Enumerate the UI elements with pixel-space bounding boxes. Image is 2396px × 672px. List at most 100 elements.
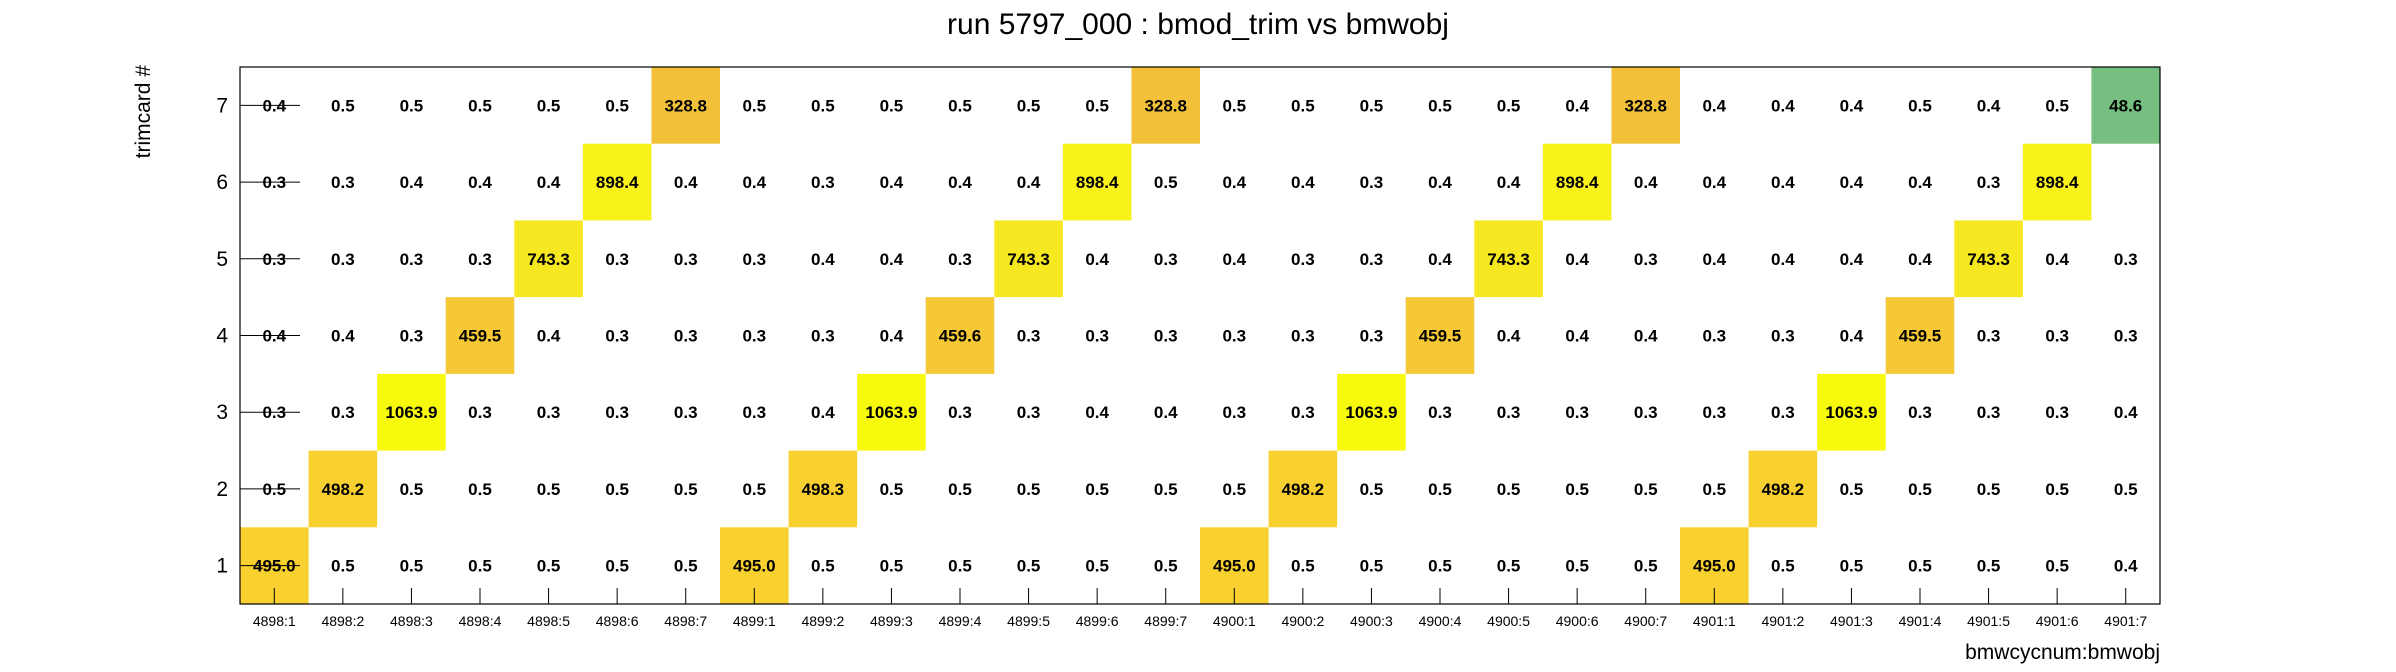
cell-value-label: 1063.9 bbox=[1825, 403, 1877, 422]
cell-value-label: 0.5 bbox=[1908, 96, 1932, 115]
cell-value-label: 0.4 bbox=[1908, 173, 1932, 192]
cell-value-label: 328.8 bbox=[1144, 96, 1187, 115]
cell-value-label: 0.4 bbox=[1771, 250, 1795, 269]
y-axis-label: trimcard # bbox=[132, 65, 155, 159]
cell-value-label: 743.3 bbox=[527, 250, 570, 269]
cell-value-label: 0.3 bbox=[674, 403, 698, 422]
cell-labels: 495.0 0.5 0.5 0.5 0.5 0.5 0.5 495.0 0.5 0.5 0.5 0.5… bbox=[253, 96, 2142, 575]
y-tick-label: 3 bbox=[216, 401, 228, 424]
cell-value-label: 0.3 bbox=[400, 327, 424, 346]
cell-value-label: 0.3 bbox=[811, 327, 835, 346]
cell-value-label: 0.3 bbox=[1977, 403, 2001, 422]
cell-value-label: 0.5 bbox=[331, 96, 355, 115]
cell-value-label: 0.4 bbox=[1085, 250, 1109, 269]
cell-value-label: 0.4 bbox=[1222, 173, 1246, 192]
cell-value-label: 0.5 bbox=[1428, 480, 1452, 499]
cell-value-label: 0.5 bbox=[1908, 557, 1932, 576]
cell-value-label: 0.5 bbox=[537, 96, 561, 115]
cell-value-label: 498.3 bbox=[802, 480, 845, 499]
cell-value-label: 0.4 bbox=[880, 250, 904, 269]
cell-value-label: 459.6 bbox=[939, 327, 982, 346]
x-tick-label: 4901:4 bbox=[1899, 613, 1942, 629]
cell-value-label: 0.5 bbox=[1977, 480, 2001, 499]
cell-value-label: 0.4 bbox=[1565, 327, 1589, 346]
cell-value-label: 0.4 bbox=[1085, 403, 1109, 422]
cell-value-label: 0.5 bbox=[1840, 480, 1864, 499]
heatmap-cell bbox=[2091, 67, 2160, 144]
heatmap-cells bbox=[240, 67, 2160, 604]
x-tick-label: 4899:7 bbox=[1144, 613, 1187, 629]
cell-value-label: 0.5 bbox=[1154, 480, 1178, 499]
cell-value-label: 0.3 bbox=[1360, 327, 1384, 346]
cell-value-label: 0.4 bbox=[811, 403, 835, 422]
y-tick-label: 6 bbox=[216, 171, 228, 194]
cell-value-label: 0.5 bbox=[1085, 96, 1109, 115]
cell-value-label: 0.4 bbox=[1771, 96, 1795, 115]
heatmap-cell bbox=[1405, 297, 1475, 374]
heatmap-cell bbox=[994, 220, 1063, 298]
heatmap-cell bbox=[651, 67, 720, 144]
x-tick-label: 4899:5 bbox=[1007, 613, 1050, 629]
x-tick-label: 4898:1 bbox=[253, 613, 296, 629]
cell-value-label: 0.5 bbox=[2114, 480, 2138, 499]
heatmap-cell bbox=[1611, 67, 1680, 144]
cell-value-label: 0.5 bbox=[1565, 557, 1589, 576]
cell-value-label: 0.5 bbox=[1565, 480, 1589, 499]
cell-value-label: 0.4 bbox=[1565, 250, 1589, 269]
x-tick-label: 4901:5 bbox=[1967, 613, 2010, 629]
cell-value-label: 498.2 bbox=[1762, 480, 1805, 499]
cell-value-label: 495.0 bbox=[733, 557, 776, 576]
cell-value-label: 0.3 bbox=[742, 250, 766, 269]
cell-value-label: 498.2 bbox=[322, 480, 365, 499]
x-tick-label: 4898:7 bbox=[664, 613, 707, 629]
cell-value-label: 0.5 bbox=[811, 557, 835, 576]
cell-value-label: 0.3 bbox=[1702, 327, 1726, 346]
heatmap-cell bbox=[1817, 373, 1886, 451]
heatmap-cell bbox=[445, 297, 515, 374]
cell-value-label: 0.5 bbox=[1908, 480, 1932, 499]
cell-value-label: 0.5 bbox=[1017, 557, 1041, 576]
cell-value-label: 0.3 bbox=[1360, 173, 1384, 192]
x-tick-label: 4900:5 bbox=[1487, 613, 1530, 629]
cell-value-label: 0.5 bbox=[1428, 557, 1452, 576]
cell-value-label: 0.3 bbox=[1017, 327, 1041, 346]
cell-value-label: 0.3 bbox=[605, 403, 629, 422]
cell-value-label: 0.4 bbox=[674, 173, 698, 192]
cell-value-label: 0.4 bbox=[880, 327, 904, 346]
x-tick-label: 4898:3 bbox=[390, 613, 433, 629]
cell-value-label: 0.3 bbox=[742, 327, 766, 346]
cell-value-label: 0.5 bbox=[1017, 480, 1041, 499]
cell-value-label: 0.4 bbox=[1840, 96, 1864, 115]
plot-frame bbox=[239, 66, 2161, 605]
cell-value-label: 0.5 bbox=[537, 557, 561, 576]
cell-value-label: 328.8 bbox=[1624, 96, 1667, 115]
cell-value-label: 0.3 bbox=[2114, 327, 2138, 346]
y-tick-label: 2 bbox=[216, 478, 228, 501]
cell-value-label: 1063.9 bbox=[385, 403, 437, 422]
cell-value-label: 0.5 bbox=[2045, 480, 2069, 499]
cell-value-label: 0.4 bbox=[1702, 173, 1726, 192]
cell-value-label: 0.4 bbox=[1634, 173, 1658, 192]
cell-value-label: 0.4 bbox=[1702, 96, 1726, 115]
cell-value-label: 0.5 bbox=[1360, 480, 1384, 499]
cell-value-label: 0.3 bbox=[537, 403, 561, 422]
heatmap-cell bbox=[1337, 373, 1406, 451]
cell-value-label: 0.5 bbox=[1154, 173, 1178, 192]
cell-value-label: 0.3 bbox=[1428, 403, 1452, 422]
x-axis-label: bmwcycnum:bmwobj bbox=[1965, 641, 2160, 664]
cell-value-label: 495.0 bbox=[1213, 557, 1256, 576]
x-tick-label: 4901:1 bbox=[1693, 613, 1736, 629]
x-tick-label: 4898:4 bbox=[459, 613, 502, 629]
x-tick-label: 4899:2 bbox=[801, 613, 844, 629]
cell-value-label: 0.5 bbox=[1085, 557, 1109, 576]
cell-value-label: 0.4 bbox=[1428, 250, 1452, 269]
heatmap-cell bbox=[2022, 143, 2092, 221]
cell-value-label: 0.3 bbox=[331, 250, 355, 269]
cell-value-label: 0.5 bbox=[1977, 557, 2001, 576]
cell-value-label: 0.3 bbox=[1977, 173, 2001, 192]
cell-value-label: 0.4 bbox=[331, 327, 355, 346]
heatmap-cell bbox=[1748, 450, 1818, 528]
cell-value-label: 0.3 bbox=[1154, 327, 1178, 346]
cell-value-label: 328.8 bbox=[664, 96, 707, 115]
cell-value-label: 0.4 bbox=[2114, 403, 2138, 422]
